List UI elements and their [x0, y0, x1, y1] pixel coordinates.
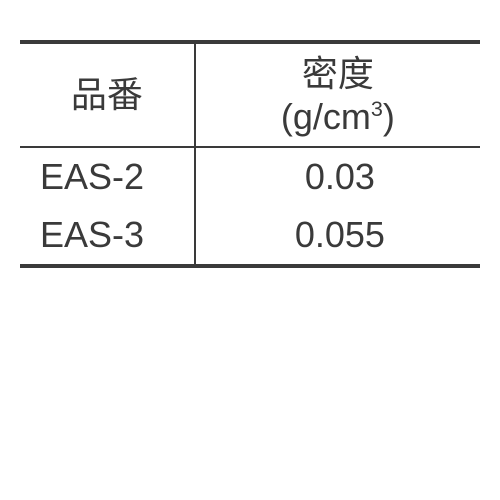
header-density-exponent: 3: [371, 96, 383, 121]
table-header-row: 品番 密度 (g/cm3): [20, 42, 480, 147]
cell-density: 0.055: [195, 206, 480, 266]
density-table: 品番 密度 (g/cm3) EAS-2 0.03 EAS-3 0.055: [20, 40, 480, 268]
header-density-line1: 密度: [302, 53, 374, 94]
table-row: EAS-2 0.03: [20, 147, 480, 206]
header-product-number: 品番: [20, 42, 195, 147]
cell-product: EAS-3: [20, 206, 195, 266]
cell-product: EAS-2: [20, 147, 195, 206]
header-density-unit-prefix: (g/cm: [281, 96, 371, 137]
table-row: EAS-3 0.055: [20, 206, 480, 266]
header-density: 密度 (g/cm3): [195, 42, 480, 147]
header-product-label: 品番: [71, 74, 143, 115]
density-table-container: 品番 密度 (g/cm3) EAS-2 0.03 EAS-3 0.055: [20, 40, 480, 268]
header-density-unit-suffix: ): [383, 96, 395, 137]
cell-density: 0.03: [195, 147, 480, 206]
